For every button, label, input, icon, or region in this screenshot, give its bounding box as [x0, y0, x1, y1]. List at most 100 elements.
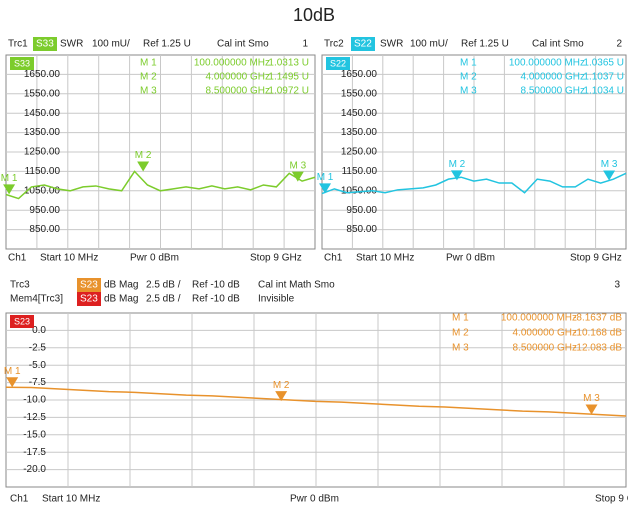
header-format: SWR — [60, 39, 83, 50]
y-tick-label: 1350.00 — [341, 127, 378, 138]
marker-table-value: 1.1037 U — [583, 72, 624, 83]
header-trace-label: Trc2 — [324, 39, 344, 50]
header-param: S23 — [80, 280, 98, 291]
param-badge — [77, 292, 101, 306]
y-tick-label: -7.5 — [29, 377, 47, 388]
footer-text: Ch1 — [324, 253, 343, 264]
y-tick-label: 1550.00 — [341, 88, 378, 99]
y-tick-label: 1150.00 — [25, 166, 61, 177]
marker — [291, 171, 304, 182]
marker — [585, 404, 598, 415]
marker-table-label: M 3 — [452, 343, 469, 354]
marker-table-value: 1.0365 U — [583, 58, 624, 69]
trace — [321, 172, 627, 195]
header-cal: Cal int Math Smo — [258, 280, 335, 291]
marker-table-freq: 8.500000 GHz — [521, 86, 586, 97]
marker-table-label: M 3 — [140, 86, 157, 97]
footer-text: Pwr 0 dBm — [446, 253, 495, 264]
marker-table-freq: 8.500000 GHz — [206, 86, 271, 97]
header-format: dB Mag — [104, 280, 138, 291]
marker-label: M 3 — [583, 393, 600, 404]
memory-trace-label: Mem4[Trc3] — [10, 294, 63, 305]
footer-text: Stop 9 GHz — [570, 253, 622, 264]
marker-label: M 2 — [449, 159, 466, 170]
header-param: S22 — [354, 39, 372, 50]
y-tick-label: 950.00 — [346, 205, 377, 216]
y-tick-label: 1250.00 — [24, 147, 61, 158]
marker-table-value: -10.168 dB — [573, 328, 622, 339]
memory-scale: 2.5 dB / — [146, 294, 181, 305]
y-tick-label: 1450.00 — [24, 108, 61, 119]
memory-param: S23 — [80, 294, 98, 305]
y-tick-label: -20.0 — [23, 464, 46, 475]
footer-text: Start 10 MHz — [40, 253, 98, 264]
param-badge — [77, 278, 101, 292]
marker-table-freq: 4.000000 GHz — [521, 72, 586, 83]
memory-ref: Ref -10 dB — [192, 294, 240, 305]
header-cal: Cal int Smo — [532, 39, 584, 50]
header-scale: 100 mU/ — [92, 39, 130, 50]
marker-table-label: M 1 — [452, 313, 469, 324]
y-tick-label: -17.5 — [23, 447, 46, 458]
y-tick-label: 950.00 — [29, 205, 60, 216]
marker-table-label: M 1 — [460, 58, 477, 69]
trace-badge — [10, 57, 34, 70]
header-cal: Cal int Smo — [217, 39, 269, 50]
trace-badge-label: S23 — [14, 316, 30, 326]
marker-table-freq: 8.500000 GHz — [513, 343, 578, 354]
marker-table-value: 1.0313 U — [268, 58, 309, 69]
footer-text: Pwr 0 dBm — [290, 494, 339, 505]
y-tick-label: 1550.00 — [24, 88, 61, 99]
footer-text: Ch1 — [10, 494, 29, 505]
marker-label: M 2 — [135, 150, 152, 161]
trace-badge — [326, 57, 350, 70]
y-tick-label: 1050.00 — [24, 185, 61, 196]
y-tick-label: 850.00 — [346, 224, 377, 235]
marker-label: M 3 — [289, 160, 306, 171]
page-title: 10dB — [293, 5, 335, 25]
header-ref: Ref 1.25 U — [461, 39, 509, 50]
y-tick-label: 1350.00 — [24, 127, 61, 138]
marker-table-label: M 3 — [460, 86, 477, 97]
header-param: S33 — [36, 39, 54, 50]
marker-label: M 1 — [4, 366, 21, 377]
footer-text: Stop 9 GHz — [595, 494, 628, 505]
y-tick-label: 1250.00 — [341, 147, 378, 158]
marker — [603, 170, 616, 181]
header-ref: Ref 1.25 U — [143, 39, 191, 50]
header-channel: 2 — [616, 39, 622, 50]
footer-text: Ch1 — [8, 253, 27, 264]
marker-table-freq: 100.000000 MHz — [501, 313, 577, 324]
marker-label: M 2 — [273, 380, 290, 391]
memory-cal: Invisible — [258, 294, 295, 305]
marker-table-label: M 2 — [140, 72, 157, 83]
header-scale: 2.5 dB / — [146, 280, 181, 291]
header-scale: 100 mU/ — [410, 39, 448, 50]
marker-table-freq: 100.000000 MHz — [194, 58, 270, 69]
trace-badge — [10, 315, 34, 328]
y-tick-label: 0.0 — [32, 325, 46, 336]
y-tick-label: 1450.00 — [341, 108, 378, 119]
marker-table-label: M 1 — [140, 58, 157, 69]
y-tick-label: 1650.00 — [341, 69, 378, 80]
marker-label: M 1 — [317, 172, 334, 183]
footer-text: Pwr 0 dBm — [130, 253, 179, 264]
marker — [3, 184, 16, 195]
header-channel: 3 — [614, 280, 620, 291]
marker — [6, 377, 19, 388]
marker — [275, 391, 288, 402]
marker — [319, 183, 332, 194]
y-tick-label: -5.0 — [29, 360, 47, 371]
marker-table-freq: 4.000000 GHz — [513, 328, 578, 339]
trace-badge-label: S33 — [14, 58, 30, 68]
y-tick-label: -10.0 — [23, 395, 46, 406]
param-badge — [33, 37, 57, 51]
marker-table-value: 1.1034 U — [583, 86, 624, 97]
marker — [450, 170, 463, 181]
marker-table-value: 1.0972 U — [268, 86, 309, 97]
memory-format: dB Mag — [104, 294, 138, 305]
y-tick-label: 850.00 — [29, 224, 60, 235]
header-channel: 1 — [302, 39, 308, 50]
